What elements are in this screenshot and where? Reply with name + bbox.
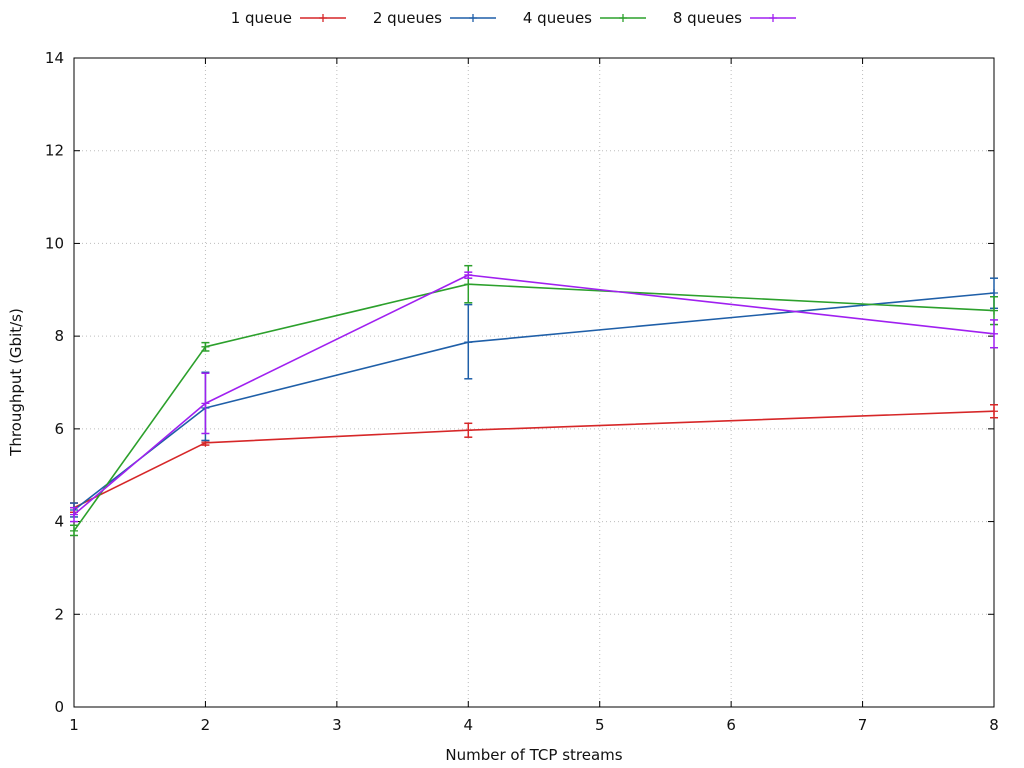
- y-tick-label: 0: [54, 698, 64, 716]
- y-tick-label: 4: [54, 513, 64, 531]
- x-tick-label: 8: [989, 716, 999, 734]
- data-point: [464, 338, 473, 347]
- x-tick-label: 7: [858, 716, 868, 734]
- legend-marker: [769, 14, 777, 22]
- legend-label: 2 queues: [373, 9, 442, 27]
- legend-item: 4 queues: [523, 9, 646, 27]
- data-point: [990, 306, 998, 315]
- data-point: [464, 270, 473, 279]
- y-tick-label: 12: [45, 142, 64, 160]
- series-line: [73, 274, 995, 516]
- axes: [73, 57, 995, 708]
- data-point: [70, 510, 78, 519]
- legend-marker: [619, 14, 627, 22]
- grid: [74, 58, 994, 707]
- data-point: [464, 280, 473, 289]
- series-2: [70, 277, 998, 518]
- y-tick-label: 14: [45, 49, 64, 67]
- x-tick-label: 6: [726, 716, 736, 734]
- x-tick-label: 2: [201, 716, 211, 734]
- plot-frame: [73, 57, 995, 708]
- data-point: [464, 426, 473, 435]
- series-1: [70, 404, 998, 514]
- legend-label: 4 queues: [523, 9, 592, 27]
- legend-label: 8 queues: [673, 9, 742, 27]
- legend-marker: [319, 14, 327, 22]
- x-tick-label: 1: [69, 716, 79, 734]
- series-line: [73, 410, 995, 509]
- data-point: [990, 407, 998, 416]
- legend: 1 queue 2 queues 4 queues 8 queues: [231, 9, 796, 27]
- y-axis-title: Throughput (Gbit/s): [7, 308, 25, 457]
- data-point: [70, 526, 78, 535]
- data-point: [201, 342, 210, 351]
- y-tick-label: 6: [54, 420, 64, 438]
- x-axis-title: Number of TCP streams: [445, 746, 622, 764]
- series-4: [70, 270, 998, 523]
- y-tick-label: 10: [45, 234, 64, 252]
- legend-item: 1 queue: [231, 9, 346, 27]
- data-point: [990, 289, 998, 298]
- x-tick-label: 5: [595, 716, 605, 734]
- data-point: [990, 329, 998, 338]
- series: [70, 264, 998, 537]
- legend-item: 8 queues: [673, 9, 796, 27]
- x-tick-label: 4: [464, 716, 474, 734]
- series-line: [73, 283, 995, 532]
- legend-label: 1 queue: [231, 9, 292, 27]
- x-tick-label: 3: [332, 716, 342, 734]
- legend-item: 2 queues: [373, 9, 496, 27]
- legend-marker: [469, 14, 477, 22]
- y-tick-label: 8: [54, 327, 64, 345]
- data-point: [201, 399, 210, 408]
- y-tick-label: 2: [54, 605, 64, 623]
- series-line: [73, 292, 995, 511]
